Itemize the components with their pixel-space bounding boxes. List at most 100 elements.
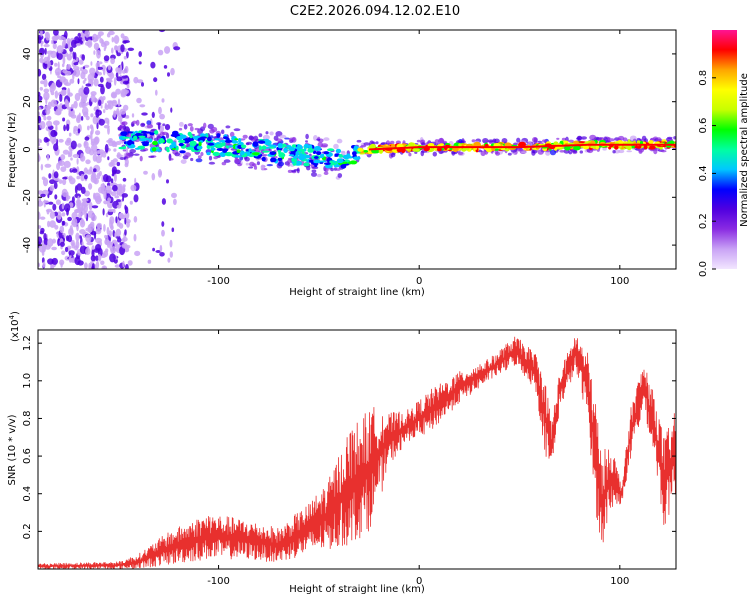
spectrogram-cell-1543 (146, 124, 154, 129)
spectrogram-cell-1194 (122, 149, 127, 152)
spectrogram-cell-214 (56, 211, 62, 220)
spectrogram-cell-757 (60, 89, 67, 96)
spectrogram-cell-874 (122, 260, 125, 268)
spectrogram-cell-1183 (287, 169, 293, 173)
spectrogram-cell-911 (118, 125, 124, 130)
snr-x-tick-label-2: 100 (610, 576, 629, 587)
spectrogram-cell-827 (104, 143, 109, 153)
spectrogram-cell-835 (159, 30, 165, 33)
spectrogram-cell-52 (105, 212, 109, 218)
spectrogram-cell-1986 (172, 130, 179, 136)
snr-scale-prefix: (x10 (10, 319, 21, 342)
spectrogram-cell-331 (122, 185, 126, 193)
spectrogram-cell-584 (107, 120, 110, 126)
spectrogram-cell-149 (114, 264, 121, 268)
spectrogram-cell-186 (70, 114, 77, 119)
spectrogram-cell-2188 (234, 138, 239, 141)
spectrogram-cell-604 (113, 77, 117, 86)
spectrogram-cell-1717 (134, 130, 138, 134)
spectrogram-cell-785 (103, 47, 106, 52)
spectrogram-cell-1371 (321, 143, 329, 147)
spectrogram-cell-2236 (473, 147, 478, 150)
spectrogram-cell-1297 (667, 136, 673, 139)
spectrogram-cell-1586 (178, 139, 186, 144)
spectrogram-cell-818 (69, 254, 72, 263)
spectrogram-cell-2146 (198, 141, 202, 147)
spectrogram-cell-554 (82, 106, 89, 116)
spectrogram-cell-806 (74, 256, 81, 266)
spectrogram-cell-370 (75, 240, 80, 249)
spectrogram-cell-810 (141, 112, 148, 116)
spectrogram-cell-736 (95, 155, 102, 164)
spectrogram-cell-742 (64, 70, 72, 76)
colorbar-label: Normalized spectral amplitude (739, 73, 750, 227)
spectrogram-cell-398 (38, 115, 42, 124)
spectrogram-cell-771 (103, 55, 110, 62)
spectrogram-cell-1429 (125, 152, 131, 159)
spectrogram-cell-207 (112, 158, 119, 163)
spectrogram-cell-159 (103, 224, 106, 232)
spectrogram-cell-1454 (608, 138, 615, 142)
spectrogram-y-axis-label: Frequency (Hz) (7, 112, 18, 188)
spectrogram-cell-2175 (252, 152, 260, 156)
spectrogram-cell-815 (115, 67, 120, 73)
spectrogram-cell-631 (108, 230, 113, 237)
spectrogram-cell-1114 (223, 159, 231, 163)
spectrogram-cell-2045 (340, 164, 347, 169)
spectrogram-cell-648 (91, 125, 94, 135)
spectrogram-cell-2227 (244, 153, 247, 157)
spectrogram-cell-850 (80, 186, 86, 194)
snr-y-axis-label: SNR (10 * v/v) (7, 414, 18, 485)
spectrogram-cell-761 (95, 260, 100, 269)
colorbar-strip (712, 30, 737, 269)
spectrogram-cell-2036 (166, 149, 170, 153)
spectrogram-cell-833 (111, 92, 117, 98)
spectrogram-y-tick-label-2: 0 (22, 146, 33, 152)
spectrogram-cell-1443 (248, 166, 254, 169)
spectrogram-cell-176 (103, 200, 109, 205)
spectrogram-cell-2121 (363, 150, 369, 153)
spectrogram-cell-1537 (516, 137, 521, 143)
spectrogram-cell-1919 (400, 147, 406, 154)
spectrogram-cell-1151 (245, 162, 250, 166)
spectrogram-cell-630 (100, 183, 106, 190)
spectrogram-cell-787 (63, 160, 71, 168)
spectrogram-cell-1470 (316, 138, 321, 141)
spectrogram-cell-1409 (414, 151, 418, 154)
spectrogram-cell-299 (43, 116, 47, 121)
spectrogram-cell-741 (166, 179, 169, 184)
spectrogram-cell-662 (87, 125, 90, 131)
spectrogram-cell-891 (61, 40, 66, 49)
spectrogram-cell-146 (63, 124, 66, 132)
spectrogram-cell-1226 (437, 138, 445, 144)
spectrogram-cell-1526 (260, 164, 266, 169)
spectrogram-cell-592 (59, 76, 66, 83)
spectrogram-cell-839 (137, 79, 144, 84)
spectrogram-cell-1497 (617, 135, 625, 141)
spectrogram-cell-2012 (353, 145, 359, 151)
spectrogram-cell-808 (72, 154, 80, 158)
spectrogram-cell-40 (88, 183, 93, 190)
spectrogram-cell-1026 (200, 152, 204, 156)
spectrogram-cell-686 (61, 63, 65, 68)
snr-scale-label: (x104) (8, 311, 21, 342)
spectrogram-cell-1006 (208, 155, 213, 161)
spectrogram-cell-210 (38, 142, 41, 147)
spectrogram-cell-2155 (578, 141, 586, 144)
spectrogram-cell-753 (53, 120, 60, 126)
colorbar-tick-label-0: 0.0 (698, 261, 709, 277)
spectrogram-cell-685 (41, 73, 47, 81)
spectrogram-cell-401 (47, 220, 51, 228)
spectrogram-cell-668 (97, 254, 102, 262)
spectrogram-cell-659 (78, 37, 83, 42)
spectrogram-cell-2140 (314, 146, 321, 151)
spectrogram-cell-2097 (286, 145, 292, 148)
spectrogram-cell-1548 (380, 142, 388, 145)
spectrogram-cell-1904 (270, 157, 277, 163)
spectrogram-cell-693 (76, 202, 81, 207)
spectrogram-cell-1060 (221, 161, 227, 166)
spectrogram-x-ticks: -100 0 100 (207, 30, 629, 287)
spectrogram-cell-396 (110, 57, 115, 65)
spectrogram-cell-801 (95, 130, 101, 136)
spectrogram-cell-1592 (237, 141, 244, 146)
